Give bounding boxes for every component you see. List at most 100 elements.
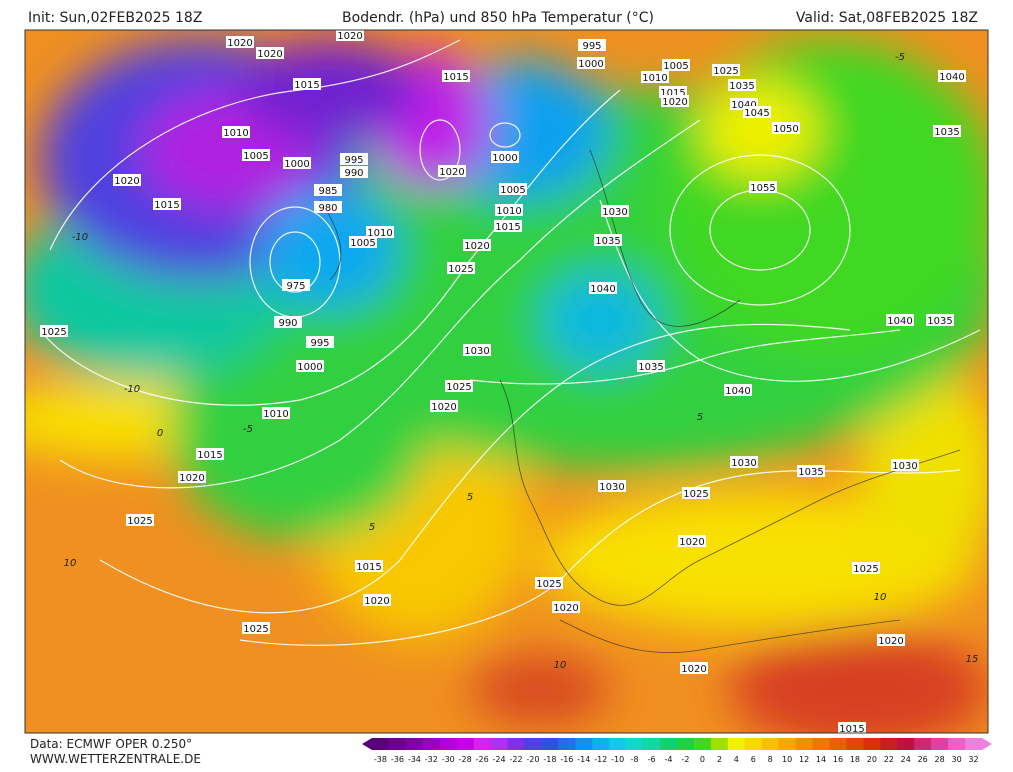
isobar-label-bg <box>838 722 866 733</box>
isobar-label-bg <box>113 174 141 186</box>
colorbar: -38 -36 -34 -32 -30 -28 -26 -24 -22 -20 -18 -16 -14-… <box>362 738 992 764</box>
isobar-label-bg <box>355 560 383 572</box>
isobar-label: 1020 <box>662 97 687 108</box>
isobar-label: 1020 <box>553 603 578 614</box>
isobar-label: 1020 <box>179 473 204 484</box>
isotherm-label: 15 <box>966 654 979 665</box>
isobar-label: 1000 <box>297 362 322 373</box>
isotherm-label: 10 <box>874 592 887 603</box>
isobar-label-bg <box>797 465 825 477</box>
colorbar-tick-label: 22 <box>884 755 894 764</box>
isobar-label: 1040 <box>725 386 750 397</box>
isotherm-label: -10 <box>124 384 140 395</box>
isobar-label: 1020 <box>439 167 464 178</box>
colorbar-segment <box>677 738 695 750</box>
isobar-label-bg <box>242 149 270 161</box>
isobar-label: 1015 <box>443 72 468 83</box>
isobar-label: 1020 <box>227 38 252 49</box>
isobar-label: 980 <box>318 203 337 214</box>
colorbar-tick-label: -12 <box>594 755 607 764</box>
isobar-label-bg <box>445 380 473 392</box>
colorbar-tick-label: -6 <box>648 755 656 764</box>
colorbar-segment <box>744 738 763 750</box>
colorbar-tick-label: 8 <box>768 755 773 764</box>
isobar-label-bg <box>153 198 181 210</box>
isobar-label: 1025 <box>446 382 471 393</box>
isobar-label: 1010 <box>496 206 521 217</box>
isobar-label: 1040 <box>939 72 964 83</box>
isobar-label-bg <box>494 220 522 232</box>
isobar-label-bg <box>363 594 391 606</box>
init-time: Init: Sun,02FEB2025 18Z <box>28 10 202 26</box>
isobar-label-bg <box>491 151 519 163</box>
isobar-label: 1035 <box>729 81 754 92</box>
colorbar-segment <box>965 738 983 750</box>
isotherm-label: 10 <box>554 660 567 671</box>
colorbar-segment <box>456 738 475 750</box>
isotherm-label: 5 <box>467 492 473 503</box>
colorbar-tick-label: 10 <box>782 755 792 764</box>
colorbar-tick-label: -10 <box>611 755 624 764</box>
isobar-label-bg <box>366 226 394 238</box>
isobar-label-bg <box>447 262 475 274</box>
isobar-label-bg <box>598 480 626 492</box>
colorbar-segment <box>778 738 797 750</box>
isobar-label: 1035 <box>595 236 620 247</box>
map-frame <box>24 29 989 734</box>
colorbar-tick-label: 30 <box>951 755 961 764</box>
valid-time: Valid: Sat,08FEB2025 18Z <box>796 10 978 26</box>
isobar-label-bg <box>495 204 523 216</box>
colorbar-segment <box>575 738 593 750</box>
colorbar-tick-label: -8 <box>631 755 639 764</box>
isobar-label: 990 <box>344 168 363 179</box>
colorbar-tick-label: 18 <box>850 755 860 764</box>
isobar-label-bg <box>126 514 154 526</box>
colorbar-tick-label: -20 <box>526 755 539 764</box>
isobar-label: 1005 <box>663 61 688 72</box>
isobar-label: 1010 <box>367 228 392 239</box>
colorbar-segment <box>863 738 881 750</box>
colorbar-tick-label: 12 <box>799 755 809 764</box>
colorbar-segment <box>490 738 509 750</box>
isobar-label: 1020 <box>114 176 139 187</box>
isobar-label: 1030 <box>599 482 624 493</box>
isobar-label: 1010 <box>223 128 248 139</box>
colorbar-tick-label: -18 <box>543 755 556 764</box>
colorbar-segment <box>660 738 678 750</box>
isobar-label-bg <box>641 71 669 83</box>
isobar-label-bg <box>682 487 710 499</box>
colorbar-segment <box>609 738 627 750</box>
colorbar-segment <box>846 738 864 750</box>
isobar-label-bg <box>678 535 706 547</box>
isobar-label: 985 <box>318 186 337 197</box>
isobar-label: 1020 <box>337 31 362 42</box>
colorbar-tick-label: -2 <box>681 755 689 764</box>
colorbar-tick-label: -30 <box>442 755 455 764</box>
colorbar-tick-label: -38 <box>374 755 387 764</box>
colorbar-tick-label: -22 <box>509 755 522 764</box>
isobar-label-bg <box>680 662 708 674</box>
isobar-label-bg <box>178 471 206 483</box>
isobar-label-bg <box>256 47 284 59</box>
isobar-label-bg <box>340 166 368 178</box>
colorbar-tick-label: -32 <box>425 755 438 764</box>
isobar-label: 1025 <box>536 579 561 590</box>
colorbar-segment <box>524 738 542 750</box>
isobar-label-bg <box>724 384 752 396</box>
colorbar-tick-label: 16 <box>833 755 843 764</box>
isobar-label: 1015 <box>839 724 864 735</box>
isobar-label: 1000 <box>284 159 309 170</box>
temperature-field <box>25 40 988 733</box>
isotherm-label: -10 <box>72 232 88 243</box>
isobar-label-bg <box>886 314 914 326</box>
isobar-label: 1015 <box>495 222 520 233</box>
isobar-label-bg <box>262 407 290 419</box>
colorbar-segment <box>795 738 814 750</box>
isobar-label: 1015 <box>197 450 222 461</box>
coastlines <box>319 149 961 653</box>
isobar-label-bg <box>430 400 458 412</box>
isobar-label: 1025 <box>853 564 878 575</box>
isobar-label: 1000 <box>578 59 603 70</box>
isobar-label-bg <box>499 183 527 195</box>
